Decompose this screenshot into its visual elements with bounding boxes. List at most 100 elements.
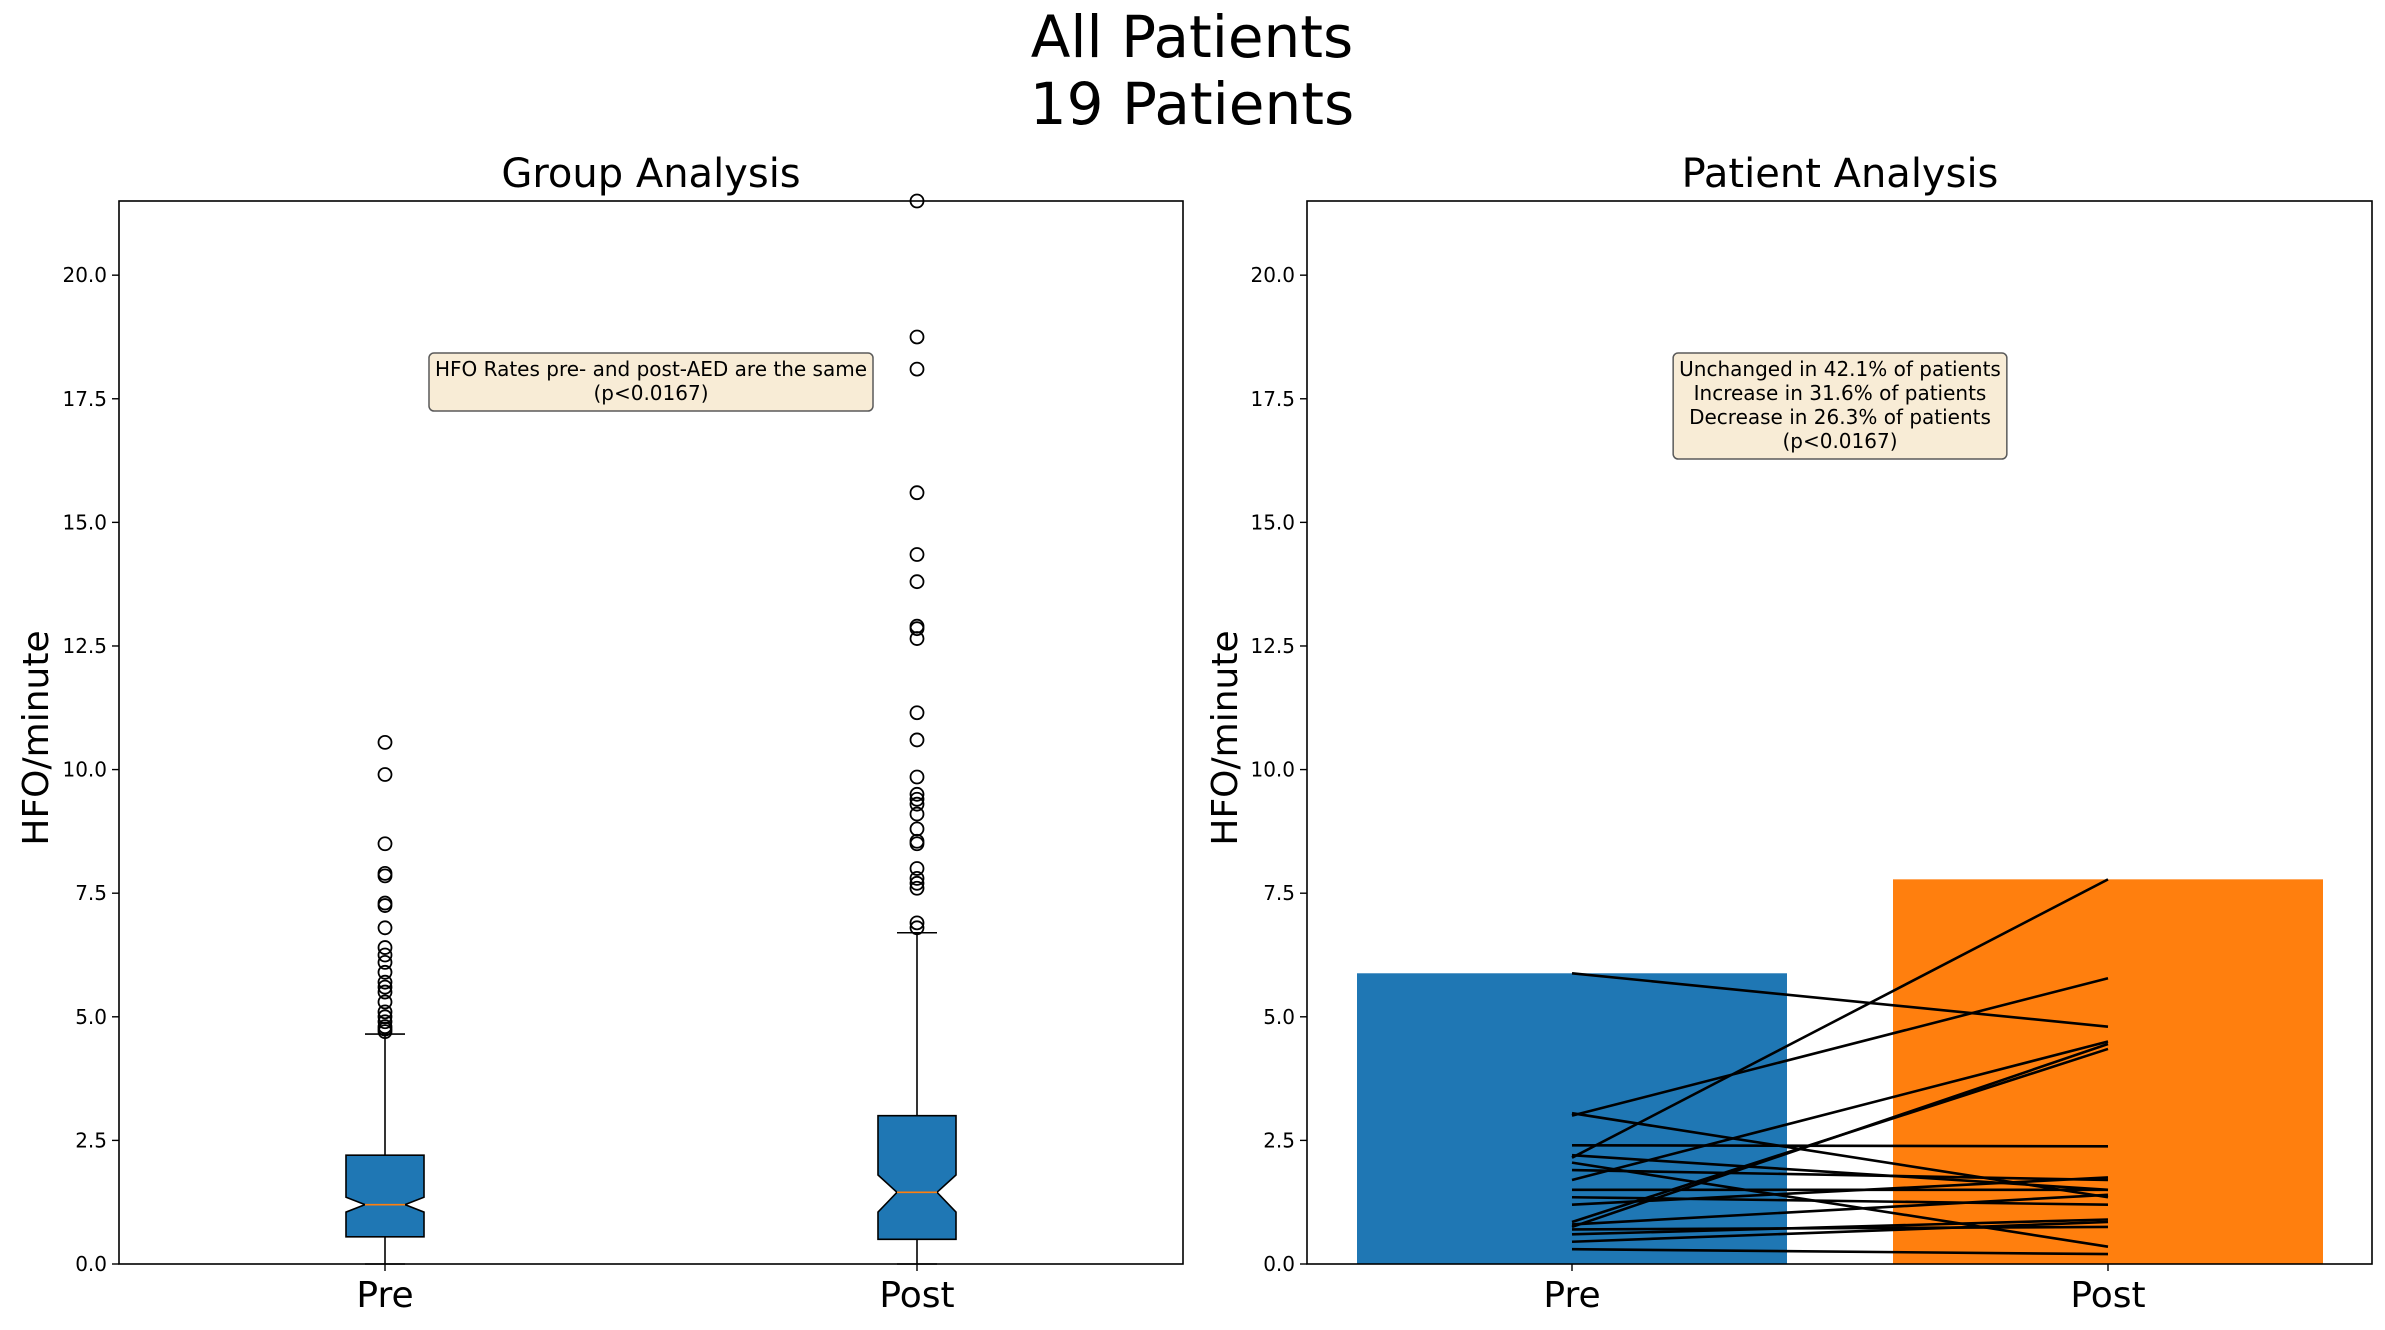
outlier-point [377, 1004, 393, 1020]
outlier-point [909, 791, 925, 807]
patient-line [1571, 878, 2109, 1159]
annotation-line-2: (p<0.0167) [593, 381, 708, 405]
outlier-point [909, 796, 925, 812]
outlier-point [377, 984, 393, 1000]
patient-line [1571, 1218, 2109, 1236]
notched-box [877, 1114, 957, 1241]
outlier-point [909, 574, 925, 590]
outlier-point [377, 1014, 393, 1030]
outlier-point [377, 979, 393, 995]
y-tick-label: 20.0 [1250, 263, 1295, 287]
outlier-point [377, 947, 393, 963]
box-pre [345, 734, 425, 1265]
outlier-point [909, 920, 925, 936]
outlier-point [909, 547, 925, 562]
y-tick-label: 0.0 [1263, 1252, 1295, 1276]
y-tick-label: 15.0 [1250, 510, 1295, 534]
patient-line [1571, 1168, 2109, 1182]
outlier-point [909, 361, 925, 377]
patient-line [1571, 1042, 2109, 1229]
suptitle-line-1: All Patients [1031, 3, 1354, 71]
patient-analysis-panel: Patient Analysis HFO/minute 0.0 2.5 5.0 7.5… [1205, 151, 2373, 1316]
outlier-point [377, 866, 393, 881]
patient-line [1571, 971, 2109, 1028]
y-tick-label: 17.5 [1250, 387, 1295, 411]
patient-line [1571, 1193, 2109, 1226]
patient-line [1571, 1040, 2109, 1182]
outlier-point [909, 821, 925, 837]
panel-title: Group Analysis [501, 151, 800, 197]
axes-frame [118, 200, 1184, 1265]
x-tick-label: Pre [1543, 1275, 1600, 1316]
panel-title: Patient Analysis [1682, 151, 1999, 197]
outlier-point [909, 786, 925, 802]
outlier-point [909, 618, 925, 634]
y-tick-label: 7.5 [1263, 881, 1295, 905]
annotation-line-1: Unchanged in 42.1% of patients [1679, 357, 2001, 381]
annotation-box: Unchanged in 42.1% of patients Increase … [1672, 352, 2008, 460]
outlier-point [377, 955, 393, 970]
y-tick-label: 15.0 [62, 510, 107, 534]
y-tick-label: 12.5 [1250, 634, 1295, 658]
bar-post [1893, 879, 2323, 1264]
y-tick-label: 12.5 [62, 634, 107, 658]
patient-line [1571, 1153, 2109, 1192]
bar-pre [1357, 973, 1787, 1264]
annotation-box: HFO Rates pre- and post-AED are the same… [428, 352, 874, 412]
outlier-point [377, 920, 393, 936]
outlier-point [377, 964, 393, 980]
annotation-line-1: HFO Rates pre- and post-AED are the same [435, 357, 867, 381]
outlier-point [377, 767, 393, 782]
y-tick-label: 5.0 [75, 1005, 107, 1029]
group-analysis-panel: Group Analysis HFO/minute 0.0 2.5 5.0 7.5 10… [16, 151, 1184, 1316]
outlier-point [909, 875, 925, 891]
y-tick-label: 10.0 [1250, 758, 1295, 782]
y-tick-label: 2.5 [75, 1128, 107, 1152]
y-tick-label: 0.0 [75, 1252, 107, 1276]
annotation-line-4: (p<0.0167) [1782, 429, 1897, 453]
y-tick-label: 7.5 [75, 881, 107, 905]
outlier-point [377, 994, 393, 1010]
y-tick-label: 17.5 [62, 387, 107, 411]
outlier-point [909, 806, 925, 822]
outlier-point [909, 329, 925, 345]
axes-frame [1306, 200, 2373, 1265]
patient-line [1571, 1161, 2109, 1248]
patient-line [1571, 1176, 2109, 1206]
y-axis-label: HFO/minute [1205, 630, 1246, 845]
annotation-line-2: Increase in 31.6% of patients [1694, 381, 1987, 405]
outlier-point [377, 836, 393, 852]
x-tick-label: Pre [356, 1275, 413, 1316]
annotation-line-3: Decrease in 26.3% of patients [1689, 405, 1991, 429]
patient-line [1571, 976, 2109, 1117]
y-axis-label: HFO/minute [16, 630, 57, 845]
x-tick-label: Post [879, 1275, 954, 1316]
outlier-point [377, 940, 393, 955]
outlier-point [377, 895, 393, 911]
suptitle-line-2: 19 Patients [1030, 70, 1354, 138]
outlier-point [909, 769, 925, 785]
outlier-point [909, 485, 925, 501]
outlier-point [909, 880, 925, 896]
patient-line [1571, 1195, 2109, 1206]
outlier-point [377, 1009, 393, 1025]
y-tick-label: 20.0 [62, 263, 107, 287]
patient-line [1571, 1220, 2109, 1244]
x-tick-label: Post [2070, 1275, 2145, 1316]
outlier-point [909, 732, 925, 748]
outlier-point [909, 861, 925, 876]
notched-box [345, 1154, 425, 1238]
box-post [877, 193, 957, 1265]
y-tick-label: 5.0 [1263, 1005, 1295, 1029]
y-tick-label: 10.0 [62, 758, 107, 782]
outlier-point [909, 870, 925, 886]
outlier-point [377, 974, 393, 990]
patient-line [1571, 1144, 2109, 1148]
y-tick-label: 2.5 [1263, 1128, 1295, 1152]
outlier-point [909, 705, 925, 721]
patient-line [1571, 1247, 2109, 1256]
outlier-point [377, 734, 393, 750]
outlier-point [377, 1019, 393, 1035]
outlier-point [909, 915, 925, 931]
